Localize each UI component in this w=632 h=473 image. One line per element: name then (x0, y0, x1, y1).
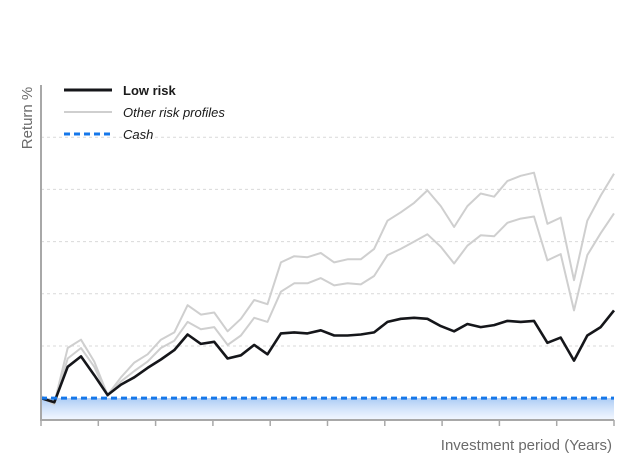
series-line-1 (40, 171, 615, 405)
cash-band (41, 398, 614, 419)
series-lines (40, 171, 616, 406)
gridlines (41, 136, 614, 347)
x-axis-label: Investment period (Years) (441, 437, 612, 454)
axes (40, 85, 615, 426)
legend: Low risk Other risk profiles Cash (64, 83, 225, 142)
series-line-2 (40, 212, 615, 406)
legend-label-0: Low risk (123, 83, 177, 98)
y-axis-label: Return % (19, 87, 36, 150)
legend-label-1: Other risk profiles (123, 105, 225, 120)
series-line-0 (40, 309, 616, 404)
legend-label-2: Cash (123, 127, 153, 142)
